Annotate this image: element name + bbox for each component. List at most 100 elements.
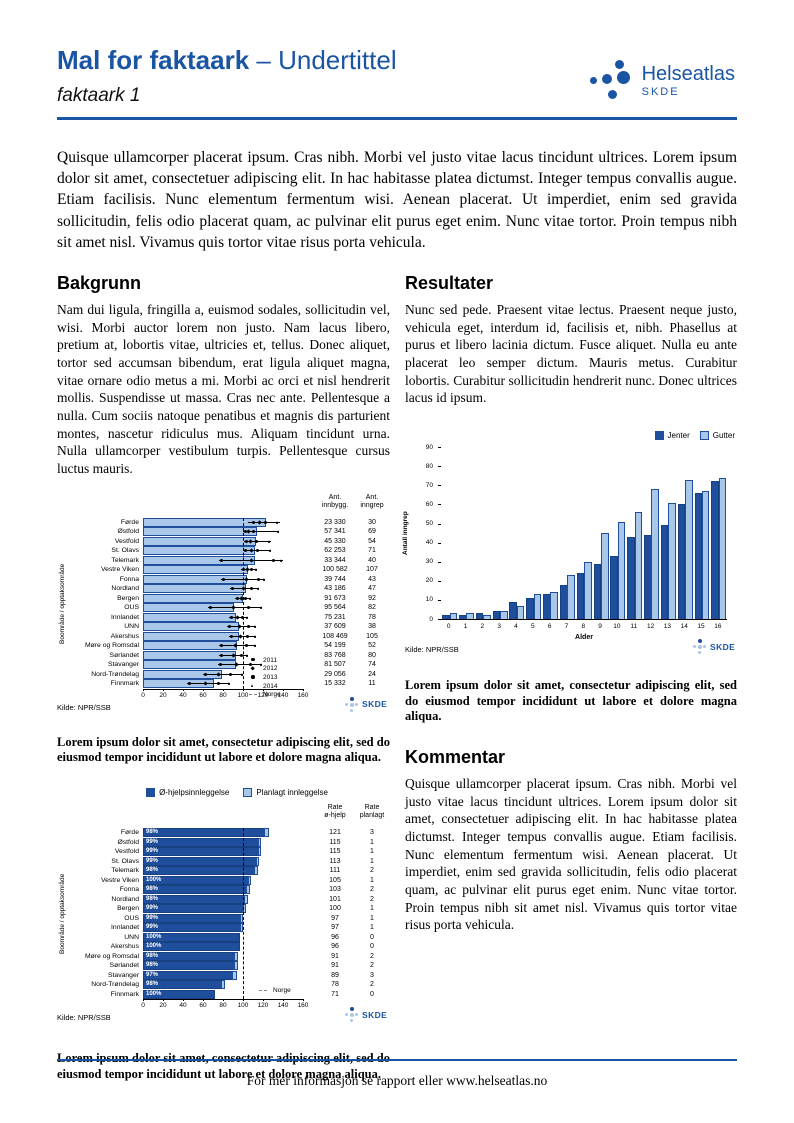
chart2-x-tick: 16 xyxy=(714,623,722,631)
logo-text: Helseatlas SKDE xyxy=(642,64,735,99)
chart1-point-triangle-marker xyxy=(259,606,262,610)
chart3-bar-pct: 98% xyxy=(146,962,159,969)
chart1-bar xyxy=(143,546,255,556)
chart3-row-label: Telemark xyxy=(111,867,139,875)
chart1-legend-label: 2011 xyxy=(263,656,277,664)
chart2-bar-gutter xyxy=(533,594,542,621)
chart1-whisker xyxy=(229,635,256,637)
chart1-point-circle-marker xyxy=(229,634,233,638)
chart2-x-tick: 10 xyxy=(613,623,621,631)
chart3-rate-ohjelp-value: 97 xyxy=(331,924,339,932)
chart2-y-tickmark xyxy=(438,466,441,468)
chart2-y-tickmark xyxy=(438,542,441,544)
chart3-bar-ohjelp: 99% xyxy=(143,913,241,923)
chart3-rate-planlagt-value: 2 xyxy=(370,895,374,903)
chart1-whisker xyxy=(187,683,230,685)
chart1-point-circle-marker xyxy=(240,615,244,619)
chart2-y-tick: 80 xyxy=(425,462,433,470)
helseatlas-logo-dots-icon xyxy=(589,60,635,102)
chart3-x-tickmark xyxy=(163,999,164,1002)
chart2-legend-label: Jenter xyxy=(667,431,690,441)
chart1-point-circle-marker xyxy=(244,539,248,543)
chart2-x-tick: 15 xyxy=(697,623,705,631)
chart1-point-circle-marker xyxy=(228,672,232,676)
chart1-whisker xyxy=(218,664,262,666)
chart1-point-circle-marker xyxy=(249,568,253,572)
chart1-point-circle-marker xyxy=(218,663,222,667)
chart3-bar-pct: 98% xyxy=(146,867,159,874)
chart3-bar-pct: 97% xyxy=(146,971,159,978)
chart2-bar-gutter xyxy=(516,605,525,621)
chart1-point-circle-marker xyxy=(227,625,231,629)
chart3-bar-pct: 100% xyxy=(146,990,162,997)
chart1-innbygg-value: 45 330 xyxy=(324,537,346,545)
chart1-row-label: UNN xyxy=(124,623,139,631)
chart3-rate-planlagt-value: 1 xyxy=(370,857,374,865)
chart3-x-tick: 0 xyxy=(141,1002,145,1010)
chart1-point-circle-marker xyxy=(219,653,223,657)
chart2-legend-swatch xyxy=(654,431,664,441)
chart1-row-label: St. Olavs xyxy=(111,547,139,555)
resultater-text: Nunc sed pede. Praesent vitae lectus. Pr… xyxy=(405,302,737,406)
chart3-bar-planlagt xyxy=(264,828,269,838)
chart1-legend-diamond-marker xyxy=(250,665,256,671)
chart3-bar-pct: 100% xyxy=(146,933,162,940)
chart3-bar-ohjelp: 99% xyxy=(143,837,259,847)
chart3-rate-ohjelp-value: 115 xyxy=(329,848,341,856)
chart3-norge-legend-dash-marker xyxy=(258,990,268,992)
chart1-point-circle-marker xyxy=(243,530,247,534)
chart1-row-label: Fonna xyxy=(119,575,139,583)
chart-by-age-gender: Jenter Gutter 0 10 20 30 40 50 60 70 80 90 0 1 2 3 4 5 6 7 8… xyxy=(402,427,737,665)
chart3-rate-planlagt-value: 2 xyxy=(370,867,374,875)
chart3-bar-ohjelp: 98% xyxy=(143,951,235,961)
chart3-bar-planlagt xyxy=(254,866,258,876)
chart3-rate-planlagt-value: 0 xyxy=(370,990,374,998)
chart2-y-tick: 60 xyxy=(425,500,433,508)
chart1-inngrep-value: 38 xyxy=(368,623,376,631)
page-title-main: Mal for faktaark xyxy=(57,45,250,75)
footer: For mer informasjon se rapport eller www… xyxy=(57,1059,737,1089)
chart3-row-label: Akershus xyxy=(110,943,139,951)
chart3-x-tickmark xyxy=(223,999,224,1002)
chart1-x-tickmark xyxy=(243,688,244,691)
chart2-x-tick: 0 xyxy=(446,623,451,631)
chart3-bar-ohjelp: 98% xyxy=(143,894,245,904)
chart1-legend-triangle-marker xyxy=(251,683,254,687)
footer-text: For mer informasjon se rapport eller www… xyxy=(246,1073,548,1088)
chart1-point-triangle-marker xyxy=(276,530,279,534)
chart3-x-tickmark xyxy=(243,999,244,1002)
chart2-x-tick: 13 xyxy=(663,623,671,631)
chart3-rate-ohjelp-value: 121 xyxy=(329,829,341,837)
chart1-x-tickmark xyxy=(163,688,164,691)
chart3-bar-ohjelp: 100% xyxy=(143,942,240,952)
chart2-y-tickmark xyxy=(438,504,441,506)
chart2-bar-gutter xyxy=(600,533,609,621)
chart3-rate-ohjelp-value: 96 xyxy=(331,933,339,941)
chart2-x-axis xyxy=(441,619,727,621)
bakgrunn-text: Nam dui ligula, fringilla a, euismod sod… xyxy=(57,302,390,477)
chart1-x-tick: 120 xyxy=(257,691,269,699)
chart3-rate-ohjelp-value: 71 xyxy=(331,990,339,998)
chart3-bar-planlagt xyxy=(256,856,259,866)
header-titles: Mal for faktaark – Undertittel faktaark … xyxy=(57,45,397,107)
chart3-x-tickmark xyxy=(283,999,284,1002)
chart1-point-triangle-marker xyxy=(248,596,251,600)
chart3-row-label: Førde xyxy=(120,829,139,837)
chart3-x-tick: 80 xyxy=(219,1002,227,1010)
chart1-inngrep-value: 30 xyxy=(368,518,376,526)
chart3-bar-ohjelp: 99% xyxy=(143,923,241,933)
chart1-x-tick: 160 xyxy=(297,691,309,699)
chart1-inngrep-value: 107 xyxy=(366,566,378,574)
chart1-point-circle-marker xyxy=(243,549,247,553)
chart1-point-circle-marker xyxy=(239,653,243,657)
heading-bakgrunn: Bakgrunn xyxy=(57,273,142,294)
chart-admissions-by-region: Ø-hjelpsinnleggelse Planlagt innleggelse R… xyxy=(57,788,390,1038)
chart1-bar xyxy=(143,631,239,641)
chart3-col-header: Rate ø-hjelp xyxy=(324,804,346,820)
chart3-bar-pct: 99% xyxy=(146,848,159,855)
chart1-bar xyxy=(143,565,248,575)
chart3-legend-swatch xyxy=(243,788,253,798)
chart1-row-label: Akershus xyxy=(110,632,139,640)
chart3-legend-label: Ø-hjelpsinnleggelse xyxy=(159,788,230,798)
chart3-bar-ohjelp: 100% xyxy=(143,932,240,942)
